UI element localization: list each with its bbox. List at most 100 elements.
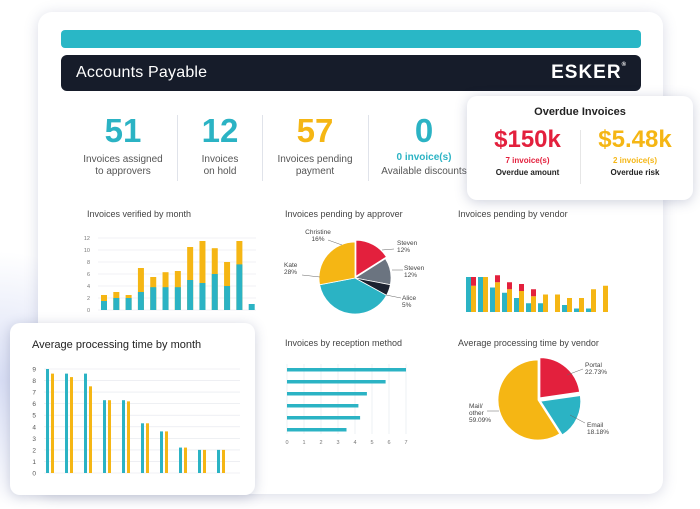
kpi-value: 0 — [414, 112, 434, 149]
slice-pct: 12% — [397, 247, 410, 254]
y-tick-label: 3 — [32, 436, 36, 443]
chart-verified: 0 2 4 6 8 10 12 — [84, 236, 256, 314]
bar-teal — [538, 303, 543, 312]
x-tick-label: 1 — [302, 440, 305, 446]
kpi-label: Available discounts — [381, 166, 467, 177]
overdue-risk-value: $5.48k — [598, 126, 672, 153]
y-tick-label: 8 — [32, 378, 36, 385]
kpi-label: Invoices pending payment — [277, 154, 353, 177]
overdue-risk: $5.48k 2 invoice(s) Overdue risk — [581, 126, 689, 178]
chart-title-reception: Invoices by reception method — [285, 338, 403, 348]
slice-label: Kate — [284, 262, 298, 269]
overdue-amount: $150k 7 invoice(s) Overdue amount — [475, 126, 580, 178]
bar-yellow — [471, 285, 476, 312]
bar-teal — [125, 298, 132, 310]
bar-yellow — [507, 289, 512, 312]
bar-teal — [574, 308, 579, 312]
slice-label: other — [469, 410, 485, 417]
overdue-amount-count: 7 invoice(s) — [505, 156, 550, 165]
divider — [262, 115, 263, 181]
bar-yellow — [127, 401, 130, 473]
slice-pct: 22.73% — [585, 369, 607, 376]
slice-label: Email — [587, 422, 604, 429]
y-tick-label: 4 — [32, 424, 36, 431]
y-tick-label: 2 — [87, 296, 90, 302]
y-tick-label: 2 — [32, 447, 36, 454]
bar-teal — [101, 301, 107, 310]
bar-yellow — [567, 298, 572, 312]
leader-line — [385, 294, 402, 299]
overdue-risk-count: 2 invoice(s) — [612, 156, 657, 165]
bar-yellow — [199, 241, 206, 310]
y-tick-label: 6 — [87, 272, 90, 278]
slice-pct: 16% — [311, 236, 324, 243]
chart-title-verified: Invoices verified by month — [87, 209, 192, 219]
bar-teal — [586, 308, 591, 312]
bar-yellow — [165, 431, 168, 473]
y-tick-label: 0 — [87, 308, 90, 314]
logo-mark: ® — [621, 62, 627, 68]
overdue-risk-label: Overdue risk — [610, 168, 660, 177]
pie-slice — [540, 395, 582, 436]
bar-teal — [287, 392, 367, 396]
bar-yellow — [184, 447, 187, 473]
bar-yellow — [495, 282, 500, 312]
bar-teal — [502, 292, 507, 312]
slice-pct: 18.18% — [587, 429, 609, 436]
avg-processing-time-card[interactable]: Average processing time by month 0 1 2 3 4 5 6… — [10, 323, 255, 495]
divider — [368, 115, 369, 181]
bar-teal — [137, 292, 144, 310]
y-tick-label: 8 — [87, 260, 90, 266]
pie-slice — [355, 239, 387, 277]
pie-slice — [318, 241, 356, 286]
bar-yellow — [543, 294, 548, 312]
kpi-pending-payment[interactable]: 57 Invoices pending payment — [272, 112, 358, 178]
overdue-invoices-card[interactable]: Overdue Invoices $150k 7 invoice(s) Over… — [467, 96, 693, 200]
chart-time-month: 0 1 2 3 4 5 6 7 8 9 — [32, 367, 240, 478]
top-accent-bar — [61, 30, 641, 48]
bar-teal — [199, 283, 206, 310]
bar-yellow — [483, 277, 488, 312]
x-tick-label: 0 — [285, 440, 288, 446]
slice-pct: 28% — [284, 269, 297, 276]
bar-yellow — [108, 400, 111, 473]
kpi-value: 12 — [201, 112, 239, 149]
bar-teal — [160, 431, 163, 473]
bar-teal — [103, 400, 106, 473]
slice-label: Christine — [305, 229, 331, 236]
bar-teal — [287, 380, 386, 384]
chart-title-pending-vendor: Invoices pending by vendor — [458, 209, 568, 219]
kpi-value: 57 — [296, 112, 334, 149]
bar-yellow — [222, 449, 225, 473]
kpi-on-hold[interactable]: 12 Invoices on hold — [190, 112, 250, 178]
leader-line — [327, 239, 343, 246]
bar-red — [495, 275, 500, 283]
y-tick-label: 12 — [84, 236, 90, 242]
chart-pending-vendor — [466, 275, 608, 312]
bar-teal — [248, 304, 255, 310]
slice-label: Portal — [585, 362, 603, 369]
slice-label: Steven — [397, 240, 418, 247]
bar-teal — [162, 287, 169, 310]
x-tick-label: 7 — [404, 440, 407, 446]
x-tick-label: 4 — [353, 440, 356, 446]
bar-teal — [187, 280, 194, 310]
bar-teal — [562, 305, 567, 312]
kpi-assigned[interactable]: 51 Invoices assigned to approvers — [80, 112, 166, 178]
bar-teal — [287, 428, 347, 432]
overdue-amount-label: Overdue amount — [495, 168, 560, 177]
dashboard-header: Accounts Payable ESKER® — [61, 55, 641, 91]
logo-text: ESKER — [551, 62, 622, 83]
y-tick-label: 1 — [32, 459, 36, 466]
bar-teal — [224, 286, 231, 310]
bar-teal — [211, 274, 218, 310]
bar-red — [471, 277, 476, 286]
bar-yellow — [555, 294, 560, 312]
bar-teal — [466, 277, 471, 312]
bar-teal — [478, 277, 483, 312]
bar-teal — [179, 447, 182, 473]
pie-slice — [497, 359, 561, 441]
bar-teal — [150, 287, 157, 310]
kpi-discounts[interactable]: 0 0 invoice(s) Available discounts — [378, 112, 470, 178]
chart-reception: 0 1 2 3 4 5 6 7 — [285, 364, 408, 446]
